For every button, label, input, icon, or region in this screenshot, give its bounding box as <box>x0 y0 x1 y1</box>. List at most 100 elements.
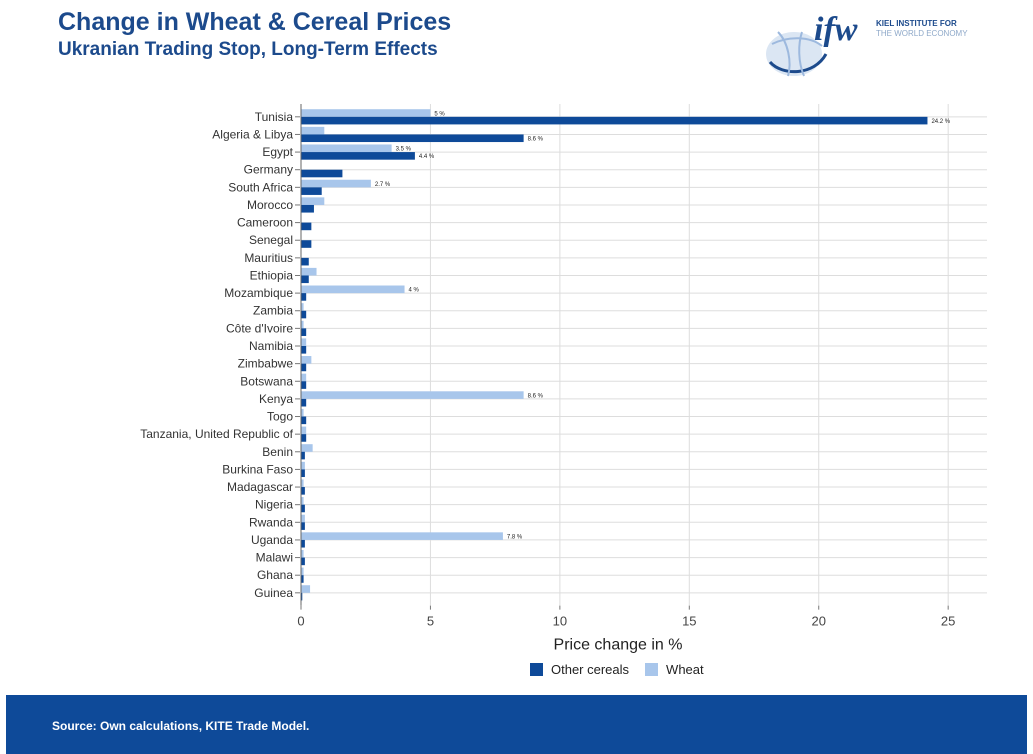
legend: Other cereals Wheat <box>530 662 720 677</box>
logo-mark: ifw <box>814 11 858 48</box>
y-tick-label: Guinea <box>254 586 293 600</box>
bar-wheat <box>301 197 325 205</box>
data-label-wheat: 4 % <box>409 288 420 294</box>
x-axis-label: Price change in % <box>554 637 683 654</box>
bar-wheat <box>301 391 524 399</box>
x-tick-label: 5 <box>427 614 434 629</box>
bar-other-cereals <box>301 592 303 601</box>
data-label-other-cereals: 4.4 % <box>419 154 435 160</box>
y-tick-label: South Africa <box>228 180 293 194</box>
legend-label-other-cereals: Other cereals <box>551 662 630 677</box>
y-tick-label: Ethiopia <box>250 268 294 282</box>
bar-other-cereals <box>301 504 305 513</box>
legend-swatch-wheat <box>645 663 659 676</box>
legend-swatch-other-cereals <box>530 663 543 676</box>
bar-other-cereals <box>301 240 312 248</box>
bar-wheat <box>301 320 304 329</box>
data-label-wheat: 3.5 % <box>396 147 412 153</box>
data-label-wheat: 7.8 % <box>507 534 523 540</box>
y-tick-label: Côte d'Ivoire <box>226 321 293 335</box>
bar-wheat <box>301 461 305 470</box>
y-tick-label: Uganda <box>251 533 293 547</box>
bar-wheat <box>301 373 307 382</box>
y-tick-label: Namibia <box>249 339 293 353</box>
chart-subtitle: Ukranian Trading Stop, Long-Term Effects <box>58 39 438 60</box>
logo-line-2: THE WORLD ECONOMY <box>876 29 968 38</box>
data-label-other-cereals: 24.2 % <box>931 119 950 125</box>
bar-other-cereals <box>301 469 305 478</box>
kiel-institute-logo: ifw KIEL INSTITUTE FOR THE WORLD ECONOMY <box>766 11 968 77</box>
y-tick-label: Togo <box>267 410 293 424</box>
bar-wheat <box>301 444 313 452</box>
y-tick-label: Mozambique <box>224 286 293 300</box>
bar-wheat <box>301 303 304 311</box>
bar-other-cereals <box>301 575 304 583</box>
bar-wheat <box>301 109 431 117</box>
x-tick-label: 10 <box>553 614 567 629</box>
bar-other-cereals <box>301 222 312 231</box>
bar-other-cereals <box>301 257 309 266</box>
y-tick-label: Malawi <box>256 551 293 565</box>
source-note: Source: Own calculations, KITE Trade Mod… <box>52 719 310 733</box>
bar-other-cereals <box>301 363 307 372</box>
bar-wheat <box>301 426 307 435</box>
footer-bar: Source: Own calculations, KITE Trade Mod… <box>6 695 1027 754</box>
y-tick-label: Senegal <box>249 233 293 247</box>
y-tick-label: Burkina Faso <box>222 462 293 476</box>
bar-other-cereals <box>301 346 307 354</box>
bar-wheat <box>301 479 304 488</box>
bar-other-cereals <box>301 134 524 143</box>
bar-wheat <box>301 532 503 540</box>
x-tick-label: 25 <box>941 614 955 629</box>
y-tick-label: Algeria & Libya <box>212 127 293 141</box>
bar-wheat <box>301 179 371 188</box>
bar-other-cereals <box>301 522 305 530</box>
y-tick-label: Benin <box>262 445 293 459</box>
y-tick-label: Tanzania, United Republic of <box>140 427 293 441</box>
bar-other-cereals <box>301 381 307 389</box>
bar-wheat <box>301 126 325 135</box>
bar-other-cereals <box>301 310 307 319</box>
bar-other-cereals <box>301 451 305 460</box>
bar-other-cereals <box>301 398 307 407</box>
bar-other-cereals <box>301 539 305 548</box>
bar-wheat <box>301 338 307 347</box>
bar-wheat <box>301 267 317 276</box>
bar-other-cereals <box>301 416 307 425</box>
bar-other-cereals <box>301 328 307 336</box>
x-tick-label: 15 <box>682 614 696 629</box>
logo-line-1: KIEL INSTITUTE FOR <box>876 19 957 28</box>
bar-other-cereals <box>301 434 307 442</box>
data-label-other-cereals: 8.6 % <box>528 136 544 142</box>
bar-other-cereals <box>301 204 314 213</box>
y-tick-label: Kenya <box>259 392 293 406</box>
bar-wheat <box>301 144 392 153</box>
bar-other-cereals <box>301 293 307 301</box>
y-tick-label: Zimbabwe <box>238 357 294 371</box>
y-tick-label: Zambia <box>253 304 293 318</box>
bar-wheat <box>301 356 312 364</box>
y-tick-label: Morocco <box>247 198 293 212</box>
bar-wheat <box>301 585 311 593</box>
bar-wheat <box>301 567 304 576</box>
y-tick-label: Botswana <box>240 374 293 388</box>
y-tick-label: Mauritius <box>244 251 293 265</box>
bar-chart: Tunisia 5 % 24.2 % Algeria & Libya 8.6 % Egyp… <box>140 104 987 654</box>
y-tick-label: Tunisia <box>255 110 294 124</box>
y-tick-label: Madagascar <box>227 480 293 494</box>
y-tick-label: Ghana <box>257 568 293 582</box>
legend-item-wheat: Wheat <box>645 662 704 677</box>
data-label-wheat: 5 % <box>434 111 445 117</box>
y-tick-label: Cameroon <box>237 216 293 230</box>
y-tick-label: Germany <box>244 163 293 177</box>
bar-other-cereals <box>301 152 415 160</box>
bar-wheat <box>301 497 304 505</box>
bar-other-cereals <box>301 116 928 125</box>
x-tick-label: 0 <box>297 614 304 629</box>
bar-other-cereals <box>301 169 343 178</box>
legend-item-other-cereals: Other cereals <box>530 662 629 677</box>
bar-other-cereals <box>301 275 309 284</box>
chart-title: Change in Wheat & Cereal Prices <box>58 8 452 36</box>
data-label-wheat: 8.6 % <box>528 393 544 399</box>
bar-other-cereals <box>301 557 305 566</box>
